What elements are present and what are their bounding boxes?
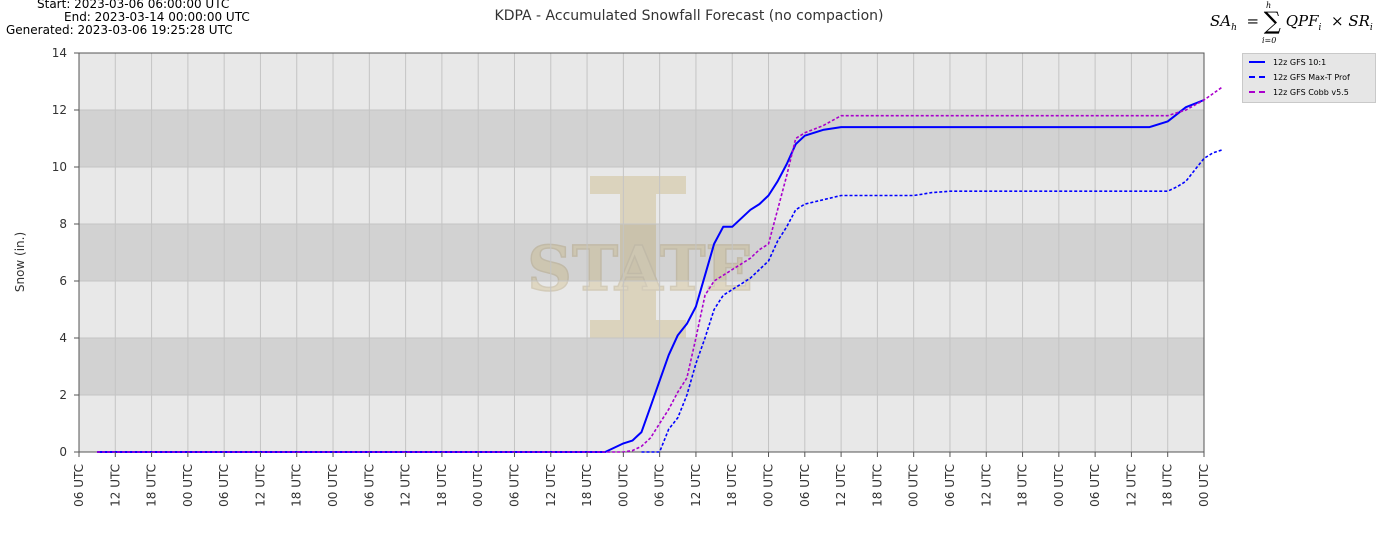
plot-band bbox=[79, 224, 1204, 281]
chart-title: KDPA - Accumulated Snowfall Forecast (no… bbox=[495, 8, 884, 24]
x-tick-label: 12 UTC bbox=[979, 464, 993, 507]
x-tick-label: 00 UTC bbox=[181, 464, 195, 507]
x-tick-label: 00 UTC bbox=[326, 464, 340, 507]
x-tick-label: 18 UTC bbox=[435, 464, 449, 507]
formula-term1-sub: i bbox=[1318, 23, 1322, 33]
x-tick-label: 18 UTC bbox=[870, 464, 884, 507]
plot-background bbox=[79, 53, 1204, 452]
x-tick-label: 12 UTC bbox=[399, 464, 413, 507]
formula-term2-sub: i bbox=[1369, 23, 1373, 33]
x-tick-label: 00 UTC bbox=[616, 464, 630, 507]
legend-label: 12z GFS Cobb v5.5 bbox=[1273, 87, 1349, 97]
header-generated: Generated: 2023-03-06 19:25:28 UTC bbox=[6, 23, 233, 37]
watermark-text: STATE bbox=[527, 232, 753, 305]
y-axis-ticks: 0 2 4 6 8 10 12 14 bbox=[52, 46, 79, 459]
legend: 12z GFS 10:1 12z GFS Max-T Prof 12z GFS … bbox=[1242, 53, 1376, 103]
x-tick-label: 12 UTC bbox=[253, 464, 267, 507]
y-tick-label: 10 bbox=[52, 160, 67, 174]
legend-swatch bbox=[1249, 91, 1265, 93]
y-tick-label: 0 bbox=[59, 445, 67, 459]
x-tick-label: 06 UTC bbox=[1088, 464, 1102, 507]
series-line-2 bbox=[97, 86, 1223, 453]
x-tick-label: 00 UTC bbox=[471, 464, 485, 507]
x-tick-label: 00 UTC bbox=[1197, 464, 1211, 507]
x-tick-label: 12 UTC bbox=[544, 464, 558, 507]
x-tick-label: 12 UTC bbox=[1124, 464, 1138, 507]
grid-lines bbox=[78, 52, 1205, 453]
x-tick-label: 06 UTC bbox=[507, 464, 521, 507]
header-start: Start: 2023-03-06 06:00:00 UTC bbox=[37, 0, 230, 11]
y-tick-label: 4 bbox=[59, 331, 67, 345]
y-tick-label: 8 bbox=[59, 217, 67, 231]
x-tick-label: 18 UTC bbox=[1161, 464, 1175, 507]
x-tick-label: 00 UTC bbox=[907, 464, 921, 507]
legend-item-gfs-10-1: 12z GFS 10:1 bbox=[1249, 57, 1326, 67]
x-tick-label: 06 UTC bbox=[362, 464, 376, 507]
legend-label: 12z GFS 10:1 bbox=[1273, 57, 1327, 67]
x-tick-label: 06 UTC bbox=[72, 464, 86, 507]
x-tick-label: 12 UTC bbox=[689, 464, 703, 507]
x-tick-label: 06 UTC bbox=[217, 464, 231, 507]
y-tick-label: 12 bbox=[52, 103, 67, 117]
series-layer bbox=[97, 86, 1223, 453]
formula-term1: QPF bbox=[1285, 12, 1319, 30]
formula-upper: h bbox=[1266, 1, 1272, 10]
formula-lhs-sub: h bbox=[1231, 23, 1237, 33]
x-tick-label: 06 UTC bbox=[653, 464, 667, 507]
legend-label: 12z GFS Max-T Prof bbox=[1273, 72, 1350, 82]
legend-item-gfs-cobb: 12z GFS Cobb v5.5 bbox=[1249, 87, 1349, 97]
series-line-0 bbox=[97, 99, 1205, 453]
y-tick-label: 2 bbox=[59, 388, 67, 402]
x-tick-label: 12 UTC bbox=[108, 464, 122, 507]
isu-watermark: STATE bbox=[526, 176, 754, 338]
legend-item-gfs-max-t: 12z GFS Max-T Prof bbox=[1249, 72, 1350, 82]
sum-symbol: ∑ bbox=[1263, 7, 1281, 35]
x-tick-label: 18 UTC bbox=[290, 464, 304, 507]
formula-lower: i=0 bbox=[1262, 36, 1277, 45]
x-tick-label: 18 UTC bbox=[1016, 464, 1030, 507]
x-tick-label: 18 UTC bbox=[145, 464, 159, 507]
x-tick-label: 06 UTC bbox=[798, 464, 812, 507]
plot-band bbox=[79, 110, 1204, 167]
formula: SAh = ∑ h i=0 QPFi × SRi bbox=[1210, 1, 1373, 45]
formula-term2: SR bbox=[1348, 12, 1370, 30]
header-end: End: 2023-03-14 00:00:00 UTC bbox=[64, 10, 250, 24]
y-axis-label: Snow (in.) bbox=[13, 232, 27, 292]
y-tick-label: 14 bbox=[52, 46, 67, 60]
x-tick-label: 18 UTC bbox=[725, 464, 739, 507]
y-tick-label: 6 bbox=[59, 274, 67, 288]
x-axis-ticks: 06 UTC 12 UTC 18 UTC 00 UTC 06 UTC 12 UTC 18 U… bbox=[72, 452, 1211, 507]
legend-swatch bbox=[1249, 76, 1265, 78]
x-tick-label: 18 UTC bbox=[580, 464, 594, 507]
x-tick-label: 06 UTC bbox=[943, 464, 957, 507]
legend-swatch bbox=[1249, 61, 1265, 63]
formula-lhs: SA bbox=[1210, 12, 1232, 30]
x-tick-label: 00 UTC bbox=[762, 464, 776, 507]
x-tick-label: 12 UTC bbox=[834, 464, 848, 507]
x-tick-label: 00 UTC bbox=[1052, 464, 1066, 507]
plot-band bbox=[79, 338, 1204, 395]
